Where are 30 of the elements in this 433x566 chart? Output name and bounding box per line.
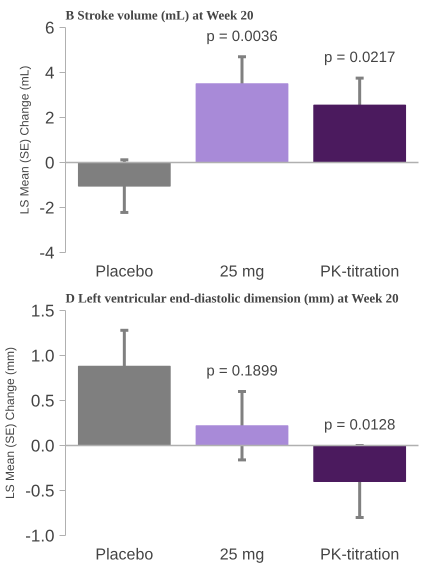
bar [196, 83, 288, 163]
bar [313, 104, 406, 163]
y-tick-label: 2 [45, 108, 55, 128]
x-tick-label: Placebo [95, 546, 154, 564]
x-tick-label: Placebo [95, 264, 154, 280]
x-tick-label: PK-titration [320, 546, 400, 564]
y-axis-title: LS Mean (SE) Change (mm) [3, 346, 18, 500]
chart-title: B Stroke volume (mL) at Week 20 [66, 8, 254, 22]
y-tick-label: 1.0 [30, 346, 55, 366]
y-tick-label: 4 [45, 64, 55, 82]
annotation: p = 0.0128 [324, 416, 396, 434]
y-tick-label: 1.5 [30, 302, 55, 320]
y-tick-label: 0.0 [30, 436, 55, 456]
y-axis-title: LS Mean (SE) Change (mL) [17, 66, 32, 214]
y-tick-label: 0.5 [30, 392, 55, 410]
y-tick-label: -0.5 [25, 482, 55, 500]
y-tick-label: -1.0 [25, 526, 55, 546]
annotation: p = 0.1899 [206, 362, 278, 380]
bar [313, 445, 406, 482]
y-tick-label: 0 [45, 154, 55, 172]
annotation: p = 0.0036 [206, 28, 278, 45]
y-tick-label: 6 [45, 18, 55, 38]
bar [196, 425, 288, 446]
y-tick-label: -4 [39, 244, 55, 262]
y-tick-label: -2 [39, 198, 55, 218]
chart-title: D Left ventricular end-diastolic dimension (mm) at Week 20 [66, 290, 399, 306]
x-tick-label: PK-titration [320, 264, 400, 280]
x-tick-label: 25 mg [220, 546, 264, 564]
x-tick-label: 25 mg [220, 264, 264, 280]
annotation: p = 0.0217 [324, 49, 396, 66]
